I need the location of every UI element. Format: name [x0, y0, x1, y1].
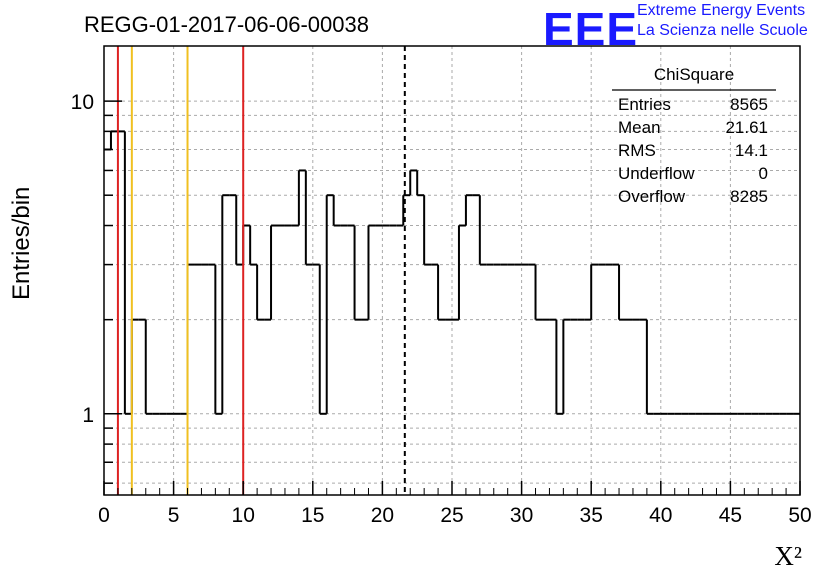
y-tick-label: 1 [82, 404, 94, 427]
x-tick-label: 10 [232, 504, 255, 527]
stats-row-label: Entries [618, 95, 671, 114]
histogram-series [104, 130, 800, 415]
x-tick-label: 50 [788, 504, 811, 527]
y-tick-label: 10 [71, 91, 94, 114]
x-axis-label: X² [774, 541, 802, 571]
brand-line-1: Extreme Energy Events [637, 2, 806, 19]
x-tick-label: 40 [649, 504, 672, 527]
stats-row-value: 0 [759, 164, 768, 183]
marker-lines [116, 46, 406, 495]
stats-title: ChiSquare [654, 65, 734, 84]
brand-line-2: La Scienza nelle Scuole [637, 22, 808, 39]
grid-lines [104, 46, 800, 495]
axes: 0 5 10 15 20 25 30 35 40 45 50 1 10 X² [71, 91, 812, 571]
x-tick-label: 5 [168, 504, 180, 527]
stats-row-label: Overflow [618, 187, 686, 206]
stats-row-value: 8565 [730, 95, 768, 114]
stats-box: ChiSquare Entries 8565 Mean 21.61 RMS 14.1 Unde… [612, 65, 776, 206]
x-tick-label: 25 [440, 504, 463, 527]
x-tick-label: 20 [371, 504, 394, 527]
stats-row-label: RMS [618, 141, 656, 160]
stats-row-value: 8285 [730, 187, 768, 206]
stats-row-label: Mean [618, 118, 661, 137]
stats-row-value: 14.1 [735, 141, 768, 160]
x-tick-label: 15 [301, 504, 324, 527]
x-tick-label: 0 [98, 504, 110, 527]
stats-row-value: 21.61 [725, 118, 768, 137]
x-tick-label: 35 [580, 504, 603, 527]
x-tick-label: 45 [719, 504, 742, 527]
x-tick-label: 30 [510, 504, 533, 527]
stats-row-label: Underflow [618, 164, 695, 183]
chart-title: REGG-01-2017-06-06-00038 [84, 12, 369, 37]
